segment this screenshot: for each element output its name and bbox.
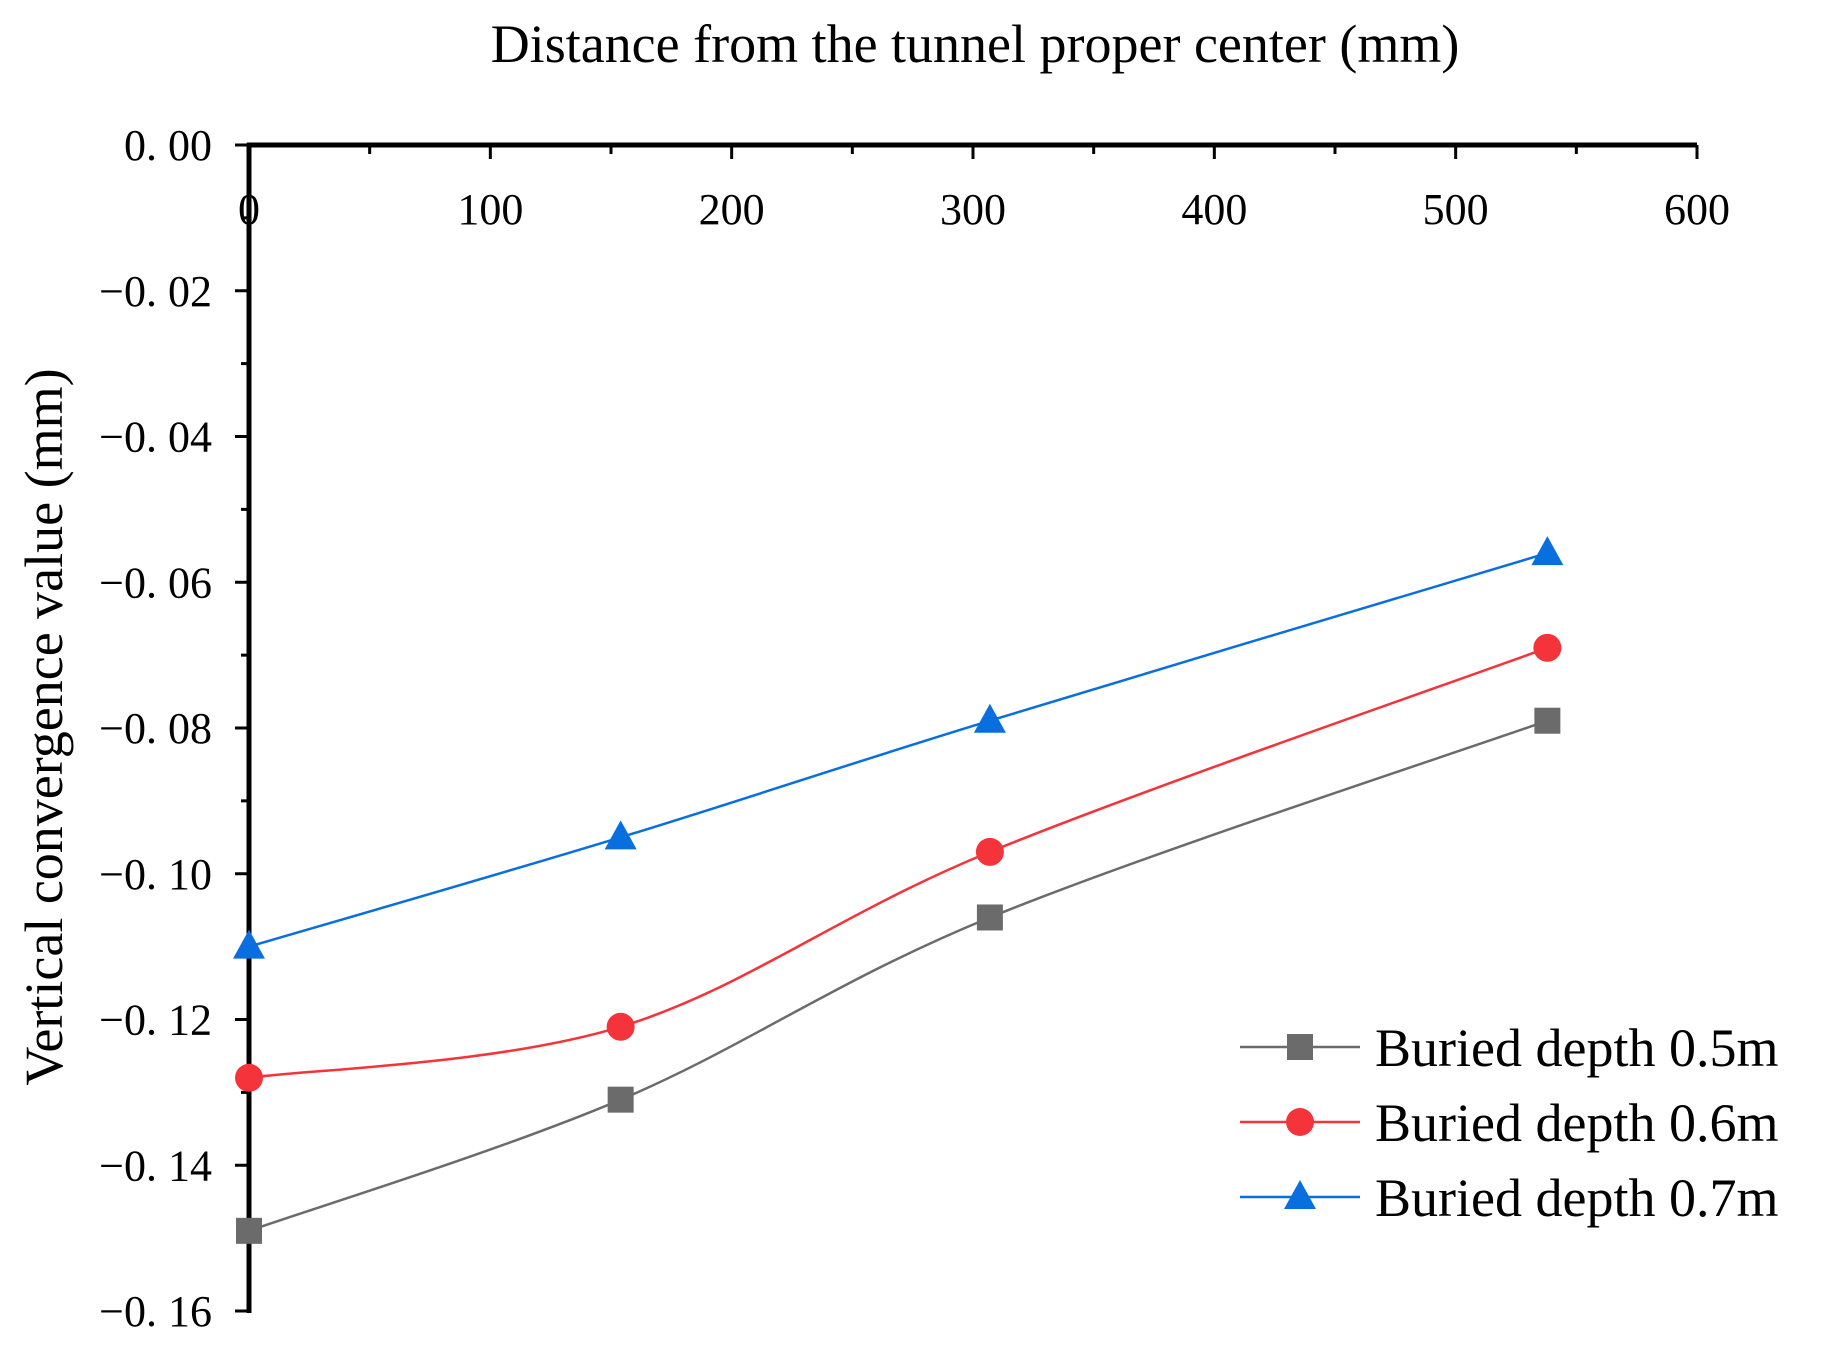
legend-item: Buried depth 0.7m [1240,1168,1778,1228]
legend-label: Buried depth 0.7m [1375,1168,1778,1228]
x-tick-label: 600 [1664,185,1730,234]
legend-label: Buried depth 0.6m [1375,1093,1778,1153]
y-tick-label: −0. 16 [99,1287,212,1336]
x-tick-label: 400 [1181,185,1247,234]
data-point [604,820,637,850]
series-line [248,551,1548,948]
data-point [233,929,265,959]
legend-item: Buried depth 0.5m [1240,1018,1778,1078]
x-tick-label: 0 [238,185,260,234]
plot-series [233,536,1564,1244]
series-2 [235,633,1562,1092]
legend-item: Buried depth 0.6m [1240,1093,1778,1153]
x-tick-label: 500 [1423,185,1489,234]
data-point [1534,707,1561,734]
data-point [607,1086,634,1113]
y-axis-ticks: 0. 00 −0. 02 −0. 04 −0. 06 −0. 08 −0. 10 −0. 1… [99,121,249,1336]
x-tick-label: 100 [457,185,523,234]
y-tick-label: 0. 00 [124,121,212,170]
data-point [973,703,1006,733]
legend: Buried depth 0.5m Buried depth 0.6m Buried… [1240,1018,1778,1228]
y-tick-label: −0. 10 [99,850,212,899]
x-tick-label: 200 [699,185,765,234]
x-axis-ticks: 0 100 200 300 400 500 600 [238,145,1730,234]
series-1 [236,707,1561,1244]
x-tick-label: 300 [940,185,1006,234]
y-tick-label: −0. 06 [99,558,212,607]
y-tick-label: −0. 04 [99,413,212,462]
legend-marker [1287,1034,1313,1060]
legend-marker [1284,1180,1316,1209]
data-point [1531,536,1564,566]
data-point [976,904,1003,931]
y-tick-label: −0. 12 [99,996,212,1045]
x-axis-title: Distance from the tunnel proper center (… [491,14,1460,74]
series-3 [233,536,1564,959]
data-point [1533,633,1562,662]
legend-marker [1286,1108,1314,1136]
legend-label: Buried depth 0.5m [1375,1018,1778,1078]
series-line [248,719,1548,1233]
data-point [235,1063,263,1092]
series-line [248,646,1548,1080]
data-point [975,837,1004,866]
data-point [606,1012,635,1041]
y-tick-label: −0. 02 [99,267,212,316]
data-point [236,1217,262,1244]
y-tick-label: −0. 14 [99,1141,212,1190]
y-tick-label: −0. 08 [99,704,212,753]
y-axis-title: Vertical convergence value (mm) [14,368,74,1085]
